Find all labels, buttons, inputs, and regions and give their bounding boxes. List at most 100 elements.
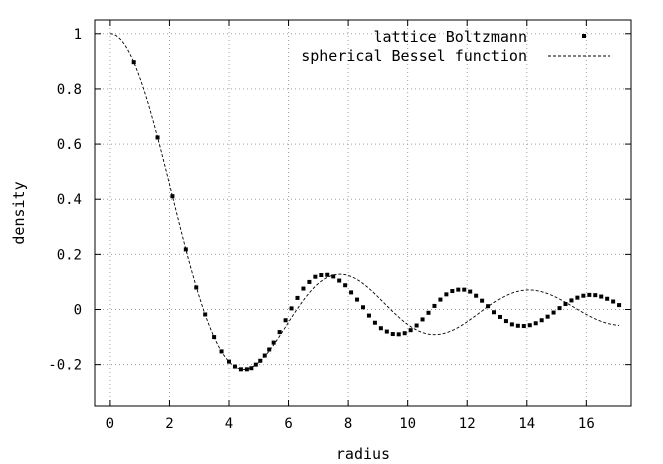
data-point: [539, 318, 544, 323]
data-point: [325, 272, 330, 277]
data-point: [617, 303, 622, 308]
data-point: [372, 320, 377, 325]
x-tick-label: 2: [165, 416, 173, 432]
y-tick-label: 0.6: [57, 137, 82, 153]
data-point: [219, 349, 224, 354]
data-point: [212, 335, 217, 340]
legend: lattice Boltzmann spherical Bessel funct…: [301, 28, 610, 65]
data-point: [390, 332, 395, 337]
data-point: [253, 362, 258, 367]
data-point: [331, 274, 336, 279]
data-point: [355, 297, 360, 302]
data-point: [249, 366, 254, 371]
data-point: [301, 286, 306, 291]
x-tick-label: 12: [459, 416, 476, 432]
data-point: [569, 298, 574, 303]
bessel-curve-layer: [109, 33, 620, 370]
data-point: [244, 367, 249, 372]
data-point: [611, 299, 616, 304]
y-tick-label: 0.2: [57, 247, 82, 263]
data-point: [295, 295, 300, 300]
data-point: [605, 296, 610, 301]
data-point: [289, 306, 294, 311]
axis-ticks: 0 2 4 6 8 10 12 14 16 -0.2 0 0.2 0.4 0.6 0.8 1: [48, 20, 631, 432]
x-tick-label: 16: [578, 416, 595, 432]
data-point: [509, 322, 514, 327]
data-point: [426, 310, 431, 315]
legend-label-lattice-boltzmann: lattice Boltzmann: [373, 28, 527, 46]
data-point: [378, 326, 383, 331]
data-point: [420, 317, 425, 322]
data-point: [283, 318, 288, 323]
y-tick-label: 0.8: [57, 82, 82, 98]
data-point: [462, 287, 467, 292]
data-point: [545, 314, 550, 319]
data-point: [527, 323, 532, 328]
data-point: [468, 289, 473, 294]
data-point: [232, 364, 237, 369]
data-point: [361, 305, 365, 310]
data-point: [402, 331, 407, 336]
data-point: [414, 323, 419, 328]
grid: [95, 20, 631, 406]
data-point: [183, 247, 188, 252]
x-tick-label: 0: [106, 416, 114, 432]
data-point: [155, 135, 160, 140]
data-point: [432, 303, 437, 308]
data-point: [396, 332, 401, 337]
data-point: [599, 294, 604, 299]
data-point: [492, 310, 497, 315]
data-point: [194, 285, 199, 290]
y-tick-label: 0: [74, 303, 82, 319]
plot-frame: [94, 19, 632, 407]
data-point: [581, 293, 586, 298]
data-point: [131, 60, 136, 65]
lattice-points-layer: [131, 60, 622, 372]
data-point: [227, 359, 231, 364]
data-point: [533, 321, 538, 326]
data-point: [480, 298, 485, 303]
data-point: [366, 313, 371, 318]
data-point: [313, 274, 318, 279]
data-point: [307, 279, 312, 284]
data-point: [474, 293, 479, 298]
y-tick-label: -0.2: [48, 358, 82, 374]
data-point: [503, 319, 508, 324]
legend-marker-lattice-boltzmann: [582, 34, 586, 38]
data-point: [170, 194, 175, 199]
data-point: [444, 292, 449, 297]
data-point: [563, 301, 568, 306]
data-point: [486, 304, 491, 309]
x-tick-label: 8: [344, 416, 352, 432]
data-point: [450, 289, 455, 294]
data-point: [515, 323, 520, 328]
x-tick-label: 10: [399, 416, 416, 432]
data-point: [557, 306, 562, 311]
data-point: [277, 330, 282, 335]
x-tick-label: 6: [284, 416, 292, 432]
data-point: [456, 287, 461, 292]
data-point: [593, 293, 598, 298]
x-tick-label: 4: [225, 416, 233, 432]
data-point: [258, 358, 263, 363]
data-point: [551, 310, 556, 315]
x-axis-label: radius: [336, 445, 390, 463]
data-point: [438, 297, 443, 302]
legend-label-spherical-bessel-function: spherical Bessel function: [301, 47, 527, 65]
data-point: [575, 295, 580, 300]
data-point: [203, 312, 208, 317]
y-axis-label: density: [10, 181, 28, 244]
data-point: [384, 329, 389, 334]
y-tick-label: 1: [74, 27, 82, 43]
data-point: [337, 278, 342, 283]
data-point: [319, 273, 324, 278]
data-point: [262, 353, 267, 358]
data-point: [497, 314, 502, 319]
data-point: [343, 283, 348, 288]
data-point: [521, 324, 526, 329]
data-point: [267, 347, 272, 352]
data-point: [238, 367, 243, 372]
bessel-curve: [109, 33, 620, 370]
x-tick-label: 14: [518, 416, 535, 432]
